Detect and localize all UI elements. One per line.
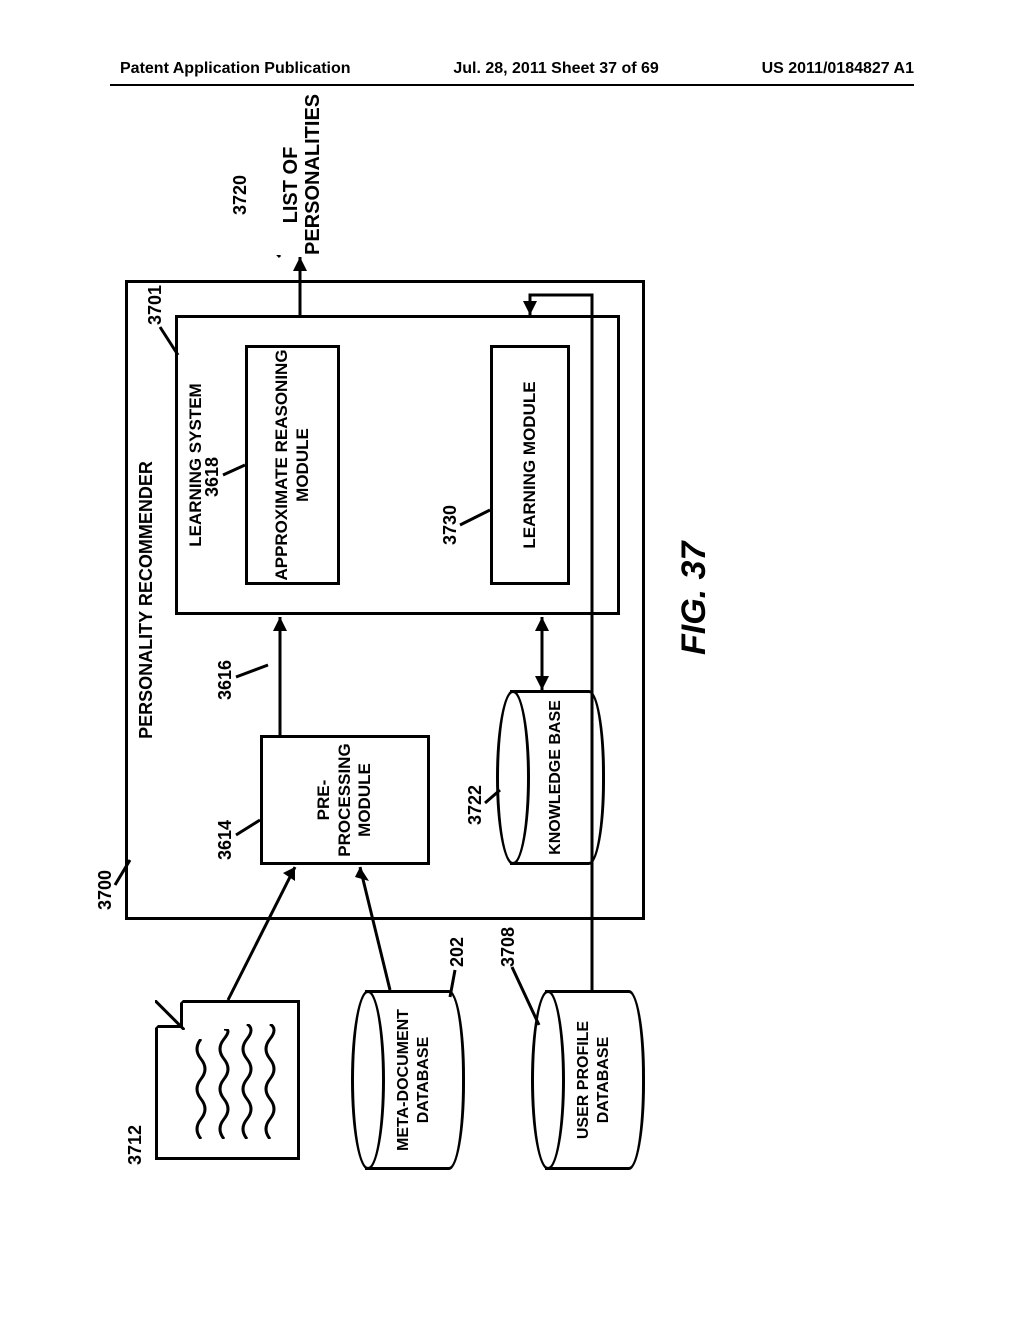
doc-squiggle-4 xyxy=(262,1024,278,1139)
ref-3708: 3708 xyxy=(498,927,519,967)
personality-recommender-title: PERSONALITY RECOMMENDER xyxy=(136,461,158,739)
diagram-container: META-DOCUMENT DATABASE USER PROFILE DATA… xyxy=(0,255,1024,1085)
page-header: Patent Application Publication Jul. 28, … xyxy=(0,60,1024,78)
knowledge-base-label: KNOWLEDGE BASE xyxy=(546,700,565,855)
userprofile-db: USER PROFILE DATABASE xyxy=(545,990,645,1170)
header-left: Patent Application Publication xyxy=(120,60,351,78)
ref-202: 202 xyxy=(447,937,468,967)
ref-3700: 3700 xyxy=(95,870,116,910)
document-shape xyxy=(155,1000,300,1160)
approx-reasoning-box: APPROXIMATE REASONING MODULE xyxy=(245,345,340,585)
header-center: Jul. 28, 2011 Sheet 37 of 69 xyxy=(453,60,658,78)
learning-module-label: LEARNING MODULE xyxy=(520,381,540,548)
metadoc-db: META-DOCUMENT DATABASE xyxy=(365,990,465,1170)
doc-squiggle-2 xyxy=(216,1029,232,1139)
userprofile-db-label: USER PROFILE DATABASE xyxy=(574,993,612,1167)
knowledge-base: KNOWLEDGE BASE xyxy=(510,690,605,865)
approx-reasoning-label: APPROXIMATE REASONING MODULE xyxy=(272,348,313,582)
doc-squiggle-1 xyxy=(193,1039,209,1139)
ref-3720: 3720 xyxy=(230,175,251,215)
ref-3618: 3618 xyxy=(202,457,223,497)
ref-3722: 3722 xyxy=(465,785,486,825)
fig-label: FIG. 37 xyxy=(675,542,714,655)
learning-module-box: LEARNING MODULE xyxy=(490,345,570,585)
ref-3701: 3701 xyxy=(145,285,166,325)
ref-3712: 3712 xyxy=(125,1125,146,1165)
ref-3614: 3614 xyxy=(215,820,236,860)
doc-fold-line xyxy=(155,1000,185,1030)
doc-squiggle-3 xyxy=(239,1024,255,1139)
ref-3616: 3616 xyxy=(215,660,236,700)
header-right: US 2011/0184827 A1 xyxy=(762,60,914,78)
ref-3730: 3730 xyxy=(440,505,461,545)
preprocessing-box: PRE-PROCESSING MODULE xyxy=(260,735,430,865)
output-label: LIST OF PERSONALITIES xyxy=(280,115,324,255)
preprocessing-label: PRE-PROCESSING MODULE xyxy=(314,738,375,862)
header-divider xyxy=(110,84,914,86)
metadoc-db-label: META-DOCUMENT DATABASE xyxy=(394,993,432,1167)
